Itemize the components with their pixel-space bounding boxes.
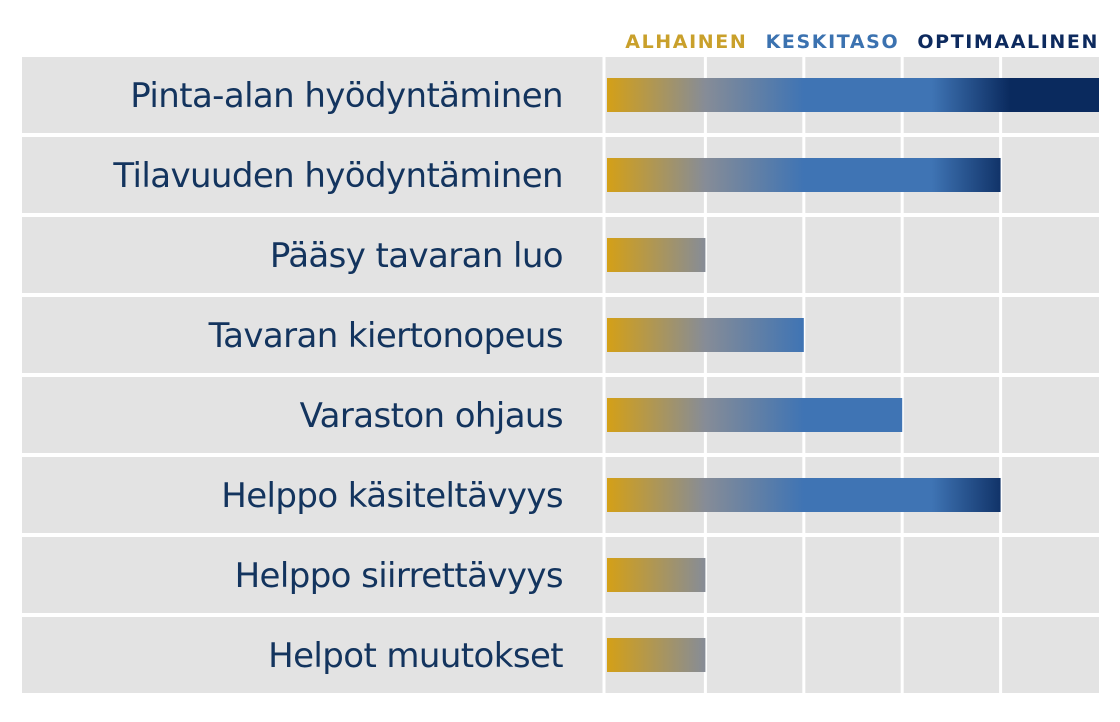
- row-background: [22, 617, 1099, 693]
- chart-rows: Pinta-alan hyödyntäminen Tilavuuden hyödy…: [22, 57, 1099, 693]
- bar: [607, 318, 804, 352]
- row-background: [22, 297, 1099, 373]
- row-background: [22, 537, 1099, 613]
- category-label: Tilavuuden hyödyntäminen: [112, 156, 563, 196]
- legend-medium: KESKITASO: [757, 31, 899, 53]
- bar: [607, 558, 706, 592]
- row-background: [22, 217, 1099, 293]
- bar: [607, 158, 1001, 192]
- category-label: Tavaran kiertonopeus: [208, 316, 563, 356]
- category-label: Pääsy tavaran luo: [270, 236, 563, 276]
- category-label: Varaston ohjaus: [300, 396, 563, 436]
- bars: [607, 78, 1099, 672]
- category-label: Pinta-alan hyödyntäminen: [130, 76, 563, 116]
- bar: [607, 78, 1099, 112]
- category-label: Helppo siirrettävyys: [235, 556, 563, 596]
- bar: [607, 238, 706, 272]
- category-label: Helppo käsiteltävyys: [221, 476, 563, 516]
- bar: [607, 638, 706, 672]
- legend: ALHAINEN KESKITASO OPTIMAALINEN: [625, 31, 1099, 53]
- legend-low: ALHAINEN: [625, 31, 747, 53]
- row-background: [22, 377, 1099, 453]
- bar: [607, 398, 903, 432]
- legend-optimal: OPTIMAALINEN: [909, 31, 1099, 53]
- bar: [607, 478, 1001, 512]
- category-label: Helpot muutokset: [268, 636, 563, 676]
- legend-text: ALHAINEN KESKITASO OPTIMAALINEN: [625, 31, 1099, 53]
